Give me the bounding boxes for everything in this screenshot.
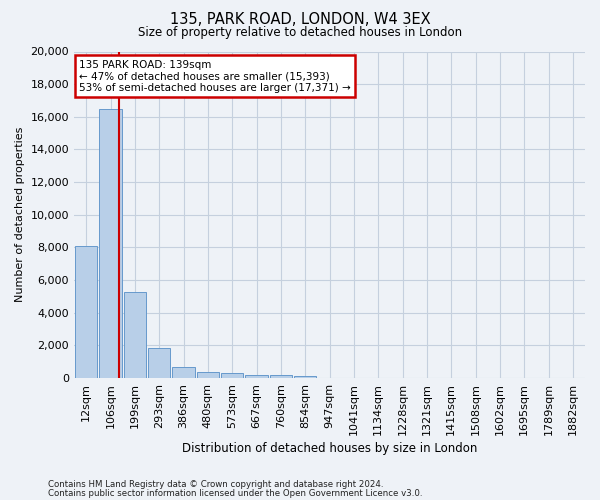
Bar	[245, 375, 268, 378]
Bar	[148, 348, 170, 378]
Bar	[124, 292, 146, 378]
X-axis label: Distribution of detached houses by size in London: Distribution of detached houses by size …	[182, 442, 477, 455]
Bar	[294, 376, 316, 378]
Text: 135 PARK ROAD: 139sqm
← 47% of detached houses are smaller (15,393)
53% of semi-: 135 PARK ROAD: 139sqm ← 47% of detached …	[79, 60, 351, 93]
Bar	[172, 366, 195, 378]
Text: 135, PARK ROAD, LONDON, W4 3EX: 135, PARK ROAD, LONDON, W4 3EX	[170, 12, 430, 28]
Text: Contains public sector information licensed under the Open Government Licence v3: Contains public sector information licen…	[48, 489, 422, 498]
Text: Contains HM Land Registry data © Crown copyright and database right 2024.: Contains HM Land Registry data © Crown c…	[48, 480, 383, 489]
Bar	[269, 375, 292, 378]
Bar	[100, 108, 122, 378]
Y-axis label: Number of detached properties: Number of detached properties	[15, 127, 25, 302]
Bar	[75, 246, 97, 378]
Text: Size of property relative to detached houses in London: Size of property relative to detached ho…	[138, 26, 462, 39]
Bar	[221, 374, 244, 378]
Bar	[197, 372, 219, 378]
